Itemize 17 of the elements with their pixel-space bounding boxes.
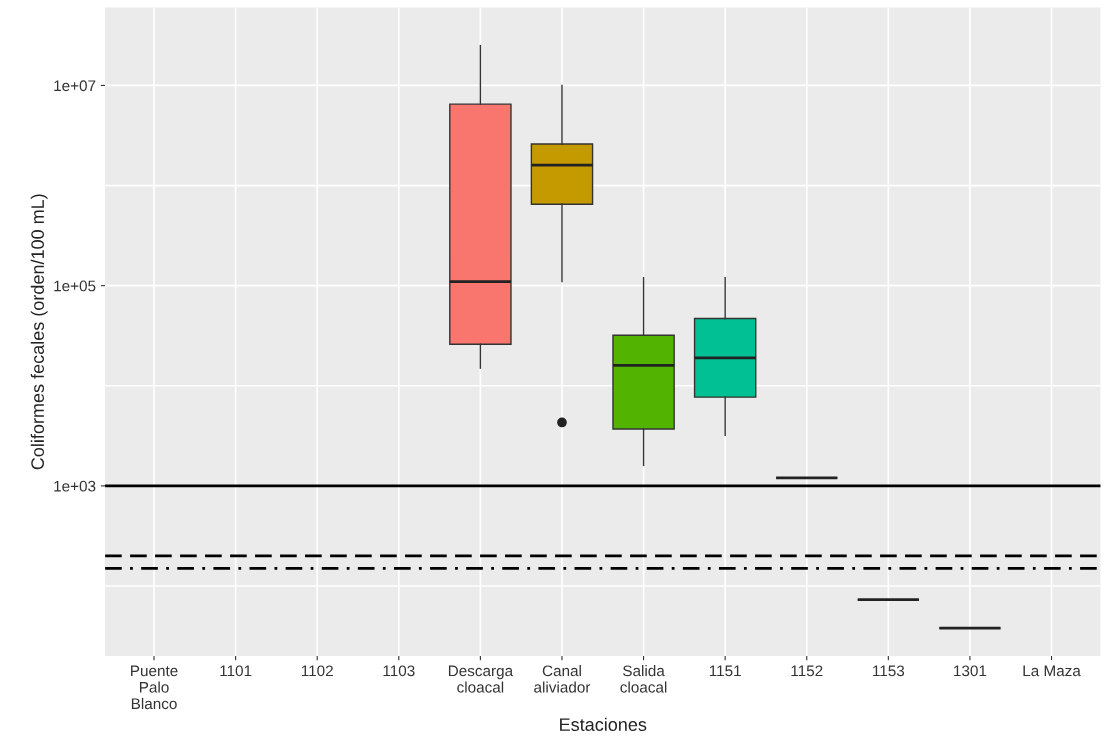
x-tick-label: 1101 — [220, 665, 252, 677]
x-tick-label: 1152 — [791, 665, 823, 677]
x-tick-label: 1102 — [301, 665, 333, 677]
y-tick-label: 1e+03 — [54, 480, 96, 492]
x-axis-title: Estaciones — [560, 717, 647, 731]
y-tick-label: 1e+07 — [54, 80, 96, 92]
x-tick-label: Salida cloacal — [620, 665, 667, 693]
y-tick-label: 1e+05 — [54, 280, 96, 292]
x-tick-label: 1151 — [709, 665, 741, 677]
x-tick-label: Puente Palo Blanco — [131, 665, 178, 710]
x-tick-label: 1301 — [954, 665, 987, 677]
x-tick-label: La Maza — [1023, 665, 1081, 677]
x-tick-label: Canal aliviador — [534, 665, 591, 693]
y-axis-title: Coliformes fecales (orden/100 mL) — [30, 194, 48, 470]
x-tick-label: 1103 — [383, 665, 415, 677]
x-tick-label: 1153 — [873, 665, 905, 677]
x-tick-label: Descarga cloacal — [448, 665, 514, 693]
